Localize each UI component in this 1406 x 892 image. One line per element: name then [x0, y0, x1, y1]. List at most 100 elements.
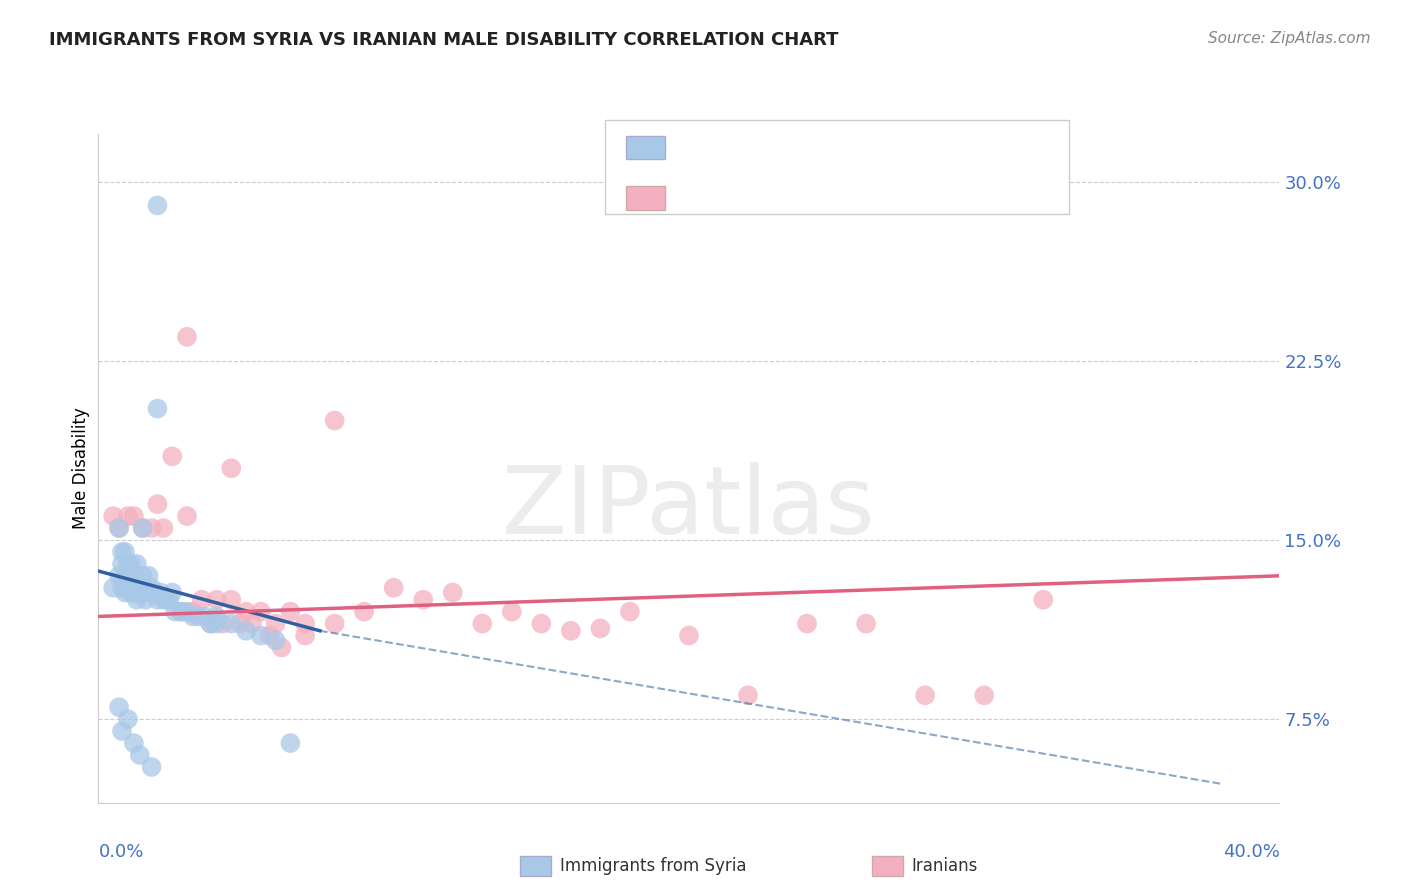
Point: [264, 616, 287, 631]
Point: [117, 557, 139, 571]
Point: [138, 585, 160, 599]
Point: [149, 585, 172, 599]
Point: [278, 736, 302, 750]
Point: [187, 609, 209, 624]
Point: [1032, 592, 1054, 607]
Point: [111, 557, 134, 571]
Point: [141, 521, 163, 535]
Point: [111, 581, 134, 595]
Point: [560, 624, 582, 638]
Point: [176, 330, 198, 344]
Point: [200, 616, 222, 631]
Text: N =: N =: [808, 138, 860, 156]
Text: R =: R =: [679, 189, 724, 207]
Point: [132, 581, 155, 595]
Point: [125, 592, 148, 607]
Point: [211, 616, 233, 631]
Point: [176, 605, 198, 619]
Point: [152, 592, 174, 607]
Point: [111, 545, 134, 559]
Point: [205, 616, 228, 631]
Point: [135, 581, 157, 595]
Point: [250, 605, 273, 619]
Point: [117, 712, 139, 726]
Point: [132, 585, 155, 599]
Point: [250, 629, 273, 643]
Text: -0.170: -0.170: [724, 138, 782, 156]
Point: [181, 605, 204, 619]
Y-axis label: Male Disability: Male Disability: [72, 408, 90, 529]
Point: [219, 592, 242, 607]
Point: [122, 569, 145, 583]
Point: [157, 592, 180, 607]
Point: [146, 497, 169, 511]
Point: [264, 633, 287, 648]
Point: [125, 585, 148, 599]
Text: 0.0%: 0.0%: [98, 843, 143, 861]
Point: [141, 760, 163, 774]
Point: [170, 605, 193, 619]
Point: [111, 724, 134, 739]
Point: [114, 585, 136, 599]
Point: [240, 616, 263, 631]
Point: [235, 605, 257, 619]
Point: [229, 616, 252, 631]
Point: [219, 616, 242, 631]
Text: Iranians: Iranians: [911, 857, 977, 875]
Point: [678, 629, 700, 643]
Text: Immigrants from Syria: Immigrants from Syria: [560, 857, 747, 875]
Point: [155, 592, 177, 607]
Text: 40.0%: 40.0%: [1223, 843, 1279, 861]
Text: IMMIGRANTS FROM SYRIA VS IRANIAN MALE DISABILITY CORRELATION CHART: IMMIGRANTS FROM SYRIA VS IRANIAN MALE DI…: [49, 31, 839, 49]
Point: [146, 592, 169, 607]
Point: [162, 585, 183, 599]
Point: [294, 616, 316, 631]
Point: [120, 557, 142, 571]
Point: [382, 581, 405, 595]
Point: [796, 616, 818, 631]
Point: [619, 605, 641, 619]
Point: [125, 581, 148, 595]
Point: [117, 509, 139, 524]
Point: [120, 581, 142, 595]
Point: [114, 545, 136, 559]
Point: [132, 569, 155, 583]
Point: [122, 509, 145, 524]
Point: [165, 605, 187, 619]
Text: 48: 48: [873, 189, 896, 207]
Point: [973, 688, 995, 702]
Text: 0.155: 0.155: [733, 189, 785, 207]
Point: [323, 413, 346, 427]
Point: [323, 616, 346, 631]
Point: [152, 521, 174, 535]
Point: [103, 509, 125, 524]
Point: [117, 581, 139, 595]
Point: [270, 640, 292, 655]
Point: [128, 585, 150, 599]
Point: [128, 747, 150, 762]
Point: [530, 616, 553, 631]
Point: [135, 592, 157, 607]
Point: [125, 557, 148, 571]
Point: [103, 581, 125, 595]
Point: [132, 521, 155, 535]
Point: [235, 624, 257, 638]
Point: [205, 592, 228, 607]
Point: [412, 592, 434, 607]
Point: [589, 621, 612, 635]
Point: [200, 616, 222, 631]
Point: [141, 581, 163, 595]
Text: ZIPatlas: ZIPatlas: [502, 462, 876, 555]
Point: [855, 616, 877, 631]
Point: [191, 592, 214, 607]
Point: [117, 569, 139, 583]
Point: [120, 585, 142, 599]
Point: [914, 688, 936, 702]
Point: [501, 605, 523, 619]
Text: Source: ZipAtlas.com: Source: ZipAtlas.com: [1208, 31, 1371, 46]
Point: [146, 198, 169, 212]
Point: [122, 736, 145, 750]
Point: [162, 450, 183, 464]
Point: [108, 700, 131, 714]
Point: [132, 521, 155, 535]
